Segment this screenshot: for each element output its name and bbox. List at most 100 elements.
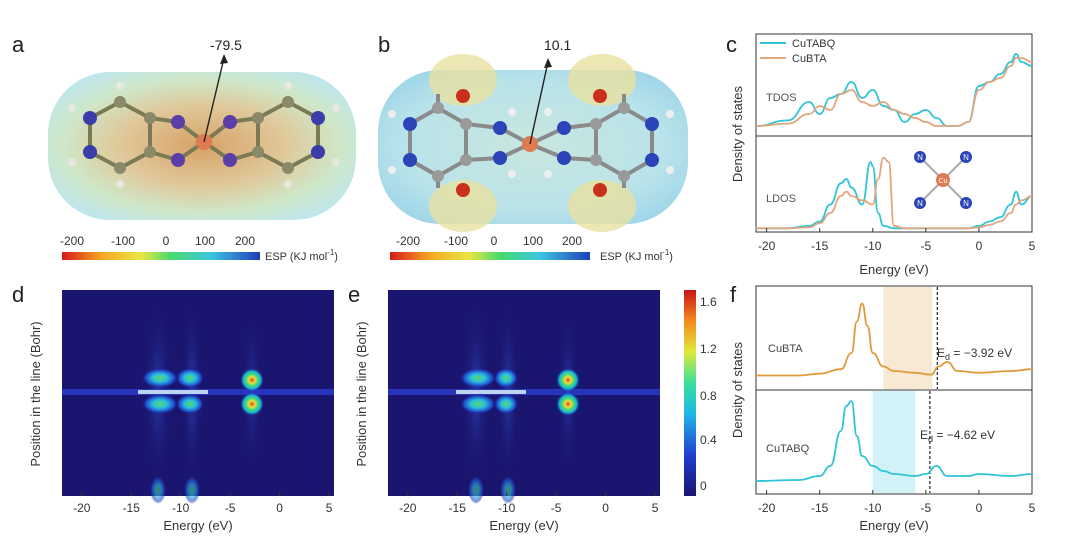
panel-e: e Position in the line (Bohr) -20 -15 -10-…: [348, 282, 717, 533]
x-tick-label: -5: [921, 239, 932, 253]
panel-letter-d: d: [12, 282, 24, 307]
x-tick-label: 5: [1029, 239, 1036, 253]
series-line-cutabq-tdos: [755, 53, 1033, 127]
colorbar-tick: 1.2: [700, 342, 717, 356]
x-tick-label: 5: [1029, 501, 1036, 515]
x-tick-label: -10: [864, 239, 882, 253]
ed-annotation-cubta: Ed = −3.92 eV: [937, 346, 1012, 362]
colorbar-tick: 0.8: [700, 389, 717, 403]
plot-frame-c: [755, 33, 1033, 233]
x-tick-label: -10: [864, 501, 882, 515]
colorbar-a: [62, 252, 260, 260]
panel-letter-c: c: [726, 32, 737, 57]
series-line-cubta-ldos: [755, 156, 1033, 230]
colorbar-tick: 100: [195, 234, 215, 248]
panel-d: d Position in the line (Bohr) -20 -15 -10-…: [12, 282, 334, 533]
inset-atom-label: N: [963, 199, 969, 208]
colorbar-tick: 0: [491, 234, 498, 248]
x-tick-label: -10: [498, 501, 516, 515]
legend-label-cubta: CuBTA: [792, 53, 827, 65]
colorbar-label-b: ESP (KJ mol-1): [600, 248, 673, 263]
colorbar-tick: 0: [163, 234, 170, 248]
colorbar-tick: 0: [700, 479, 707, 493]
x-ticks-f: -20 -15 -10 -5 0 5: [758, 490, 1036, 515]
x-axis-title-e: Energy (eV): [489, 518, 558, 533]
atoms-a: [68, 82, 340, 188]
colorbar-tick: -200: [396, 234, 420, 248]
panel-c: c CuTABQ CuBTA TDOS LDOS N N N N Cu Dens…: [726, 32, 1036, 277]
colorbar-label-a: ESP (KJ mol-1): [265, 248, 338, 263]
x-ticks-c: -20 -15 -10 -5 0 5: [758, 228, 1036, 253]
x-axis-title-c: Energy (eV): [859, 262, 928, 277]
x-tick-label: -15: [811, 239, 829, 253]
x-tick-label: 0: [976, 239, 983, 253]
dos-lines-f: [755, 287, 1033, 493]
series-line-cutabq: [755, 400, 1033, 482]
atoms-b: [388, 89, 674, 197]
x-tick-label: -20: [758, 501, 776, 515]
colorbar-tick: -200: [60, 234, 84, 248]
colorbar-tick: -100: [111, 234, 135, 248]
tdos-label: TDOS: [766, 92, 797, 104]
x-ticks-d: -20 -15 -10 -5 0 5: [73, 492, 333, 515]
inset-atom-label: N: [917, 153, 923, 162]
x-tick-label: -15: [123, 501, 141, 515]
colorbar-b: [390, 252, 590, 260]
panel-letter-b: b: [378, 32, 390, 57]
dos-lines-c: [755, 53, 1033, 230]
shaded-region-cutabq: [872, 391, 916, 493]
panel-letter-e: e: [348, 282, 360, 307]
y-axis-title-c: Density of states: [730, 85, 745, 182]
colorbar-e: [684, 290, 696, 496]
panel-a: a: [12, 32, 356, 263]
x-tick-label: -20: [73, 501, 91, 515]
inset-atom-label: N: [917, 199, 923, 208]
y-axis-title-d: Position in the line (Bohr): [28, 321, 43, 466]
legend-label-cutabq: CuTABQ: [792, 38, 836, 50]
panel-letter-f: f: [730, 282, 737, 307]
esp-arrow-a: [203, 57, 225, 143]
x-tick-label: -5: [921, 501, 932, 515]
x-tick-label: -20: [758, 239, 776, 253]
panel-b: b: [378, 32, 688, 263]
x-tick-label: -10: [172, 501, 190, 515]
esp-arrow-b: [529, 61, 549, 145]
x-axis-title-d: Energy (eV): [163, 518, 232, 533]
colorbar-tick: -100: [444, 234, 468, 248]
cu-n4-inset: N N N N Cu: [914, 151, 972, 209]
y-axis-title-e: Position in the line (Bohr): [354, 321, 369, 466]
series-line-cubta-tdos: [755, 57, 1033, 127]
colorbar-tick: 100: [523, 234, 543, 248]
esp-arrowhead-b: [544, 58, 552, 68]
colorbar-tick: 200: [562, 234, 582, 248]
shaded-regions-f: [872, 287, 933, 493]
x-tick-label: 0: [976, 501, 983, 515]
x-tick-label: -20: [399, 501, 417, 515]
colorbar-tick: 1.6: [700, 295, 717, 309]
cutabq-label-f: CuTABQ: [766, 443, 810, 455]
esp-value-b: 10.1: [544, 37, 571, 53]
colorbar-tick: 0.4: [700, 433, 717, 447]
esp-value-a: -79.5: [210, 37, 242, 53]
inset-atom-label: Cu: [939, 178, 948, 185]
colorbar-tick: 200: [235, 234, 255, 248]
x-tick-label: -5: [225, 501, 236, 515]
ed-annotation-cutabq: Ed = −4.62 eV: [920, 428, 995, 444]
cubta-label-f: CuBTA: [768, 343, 803, 355]
x-axis-title-f: Energy (eV): [859, 518, 928, 533]
x-tick-label: -15: [449, 501, 467, 515]
x-tick-label: 5: [652, 501, 659, 515]
panel-letter-a: a: [12, 32, 25, 57]
x-tick-label: -5: [551, 501, 562, 515]
x-tick-label: -15: [811, 501, 829, 515]
x-tick-label: 0: [602, 501, 609, 515]
series-line-cutabq-ldos: [755, 161, 1033, 230]
x-tick-label: 0: [276, 501, 283, 515]
series-line-cubta: [756, 302, 1033, 377]
ldos-label: LDOS: [766, 193, 796, 205]
inset-atom-label: N: [963, 153, 969, 162]
y-axis-title-f: Density of states: [730, 341, 745, 438]
x-tick-label: 5: [326, 501, 333, 515]
x-ticks-e: -20 -15 -10 -5 0 5: [399, 492, 659, 515]
